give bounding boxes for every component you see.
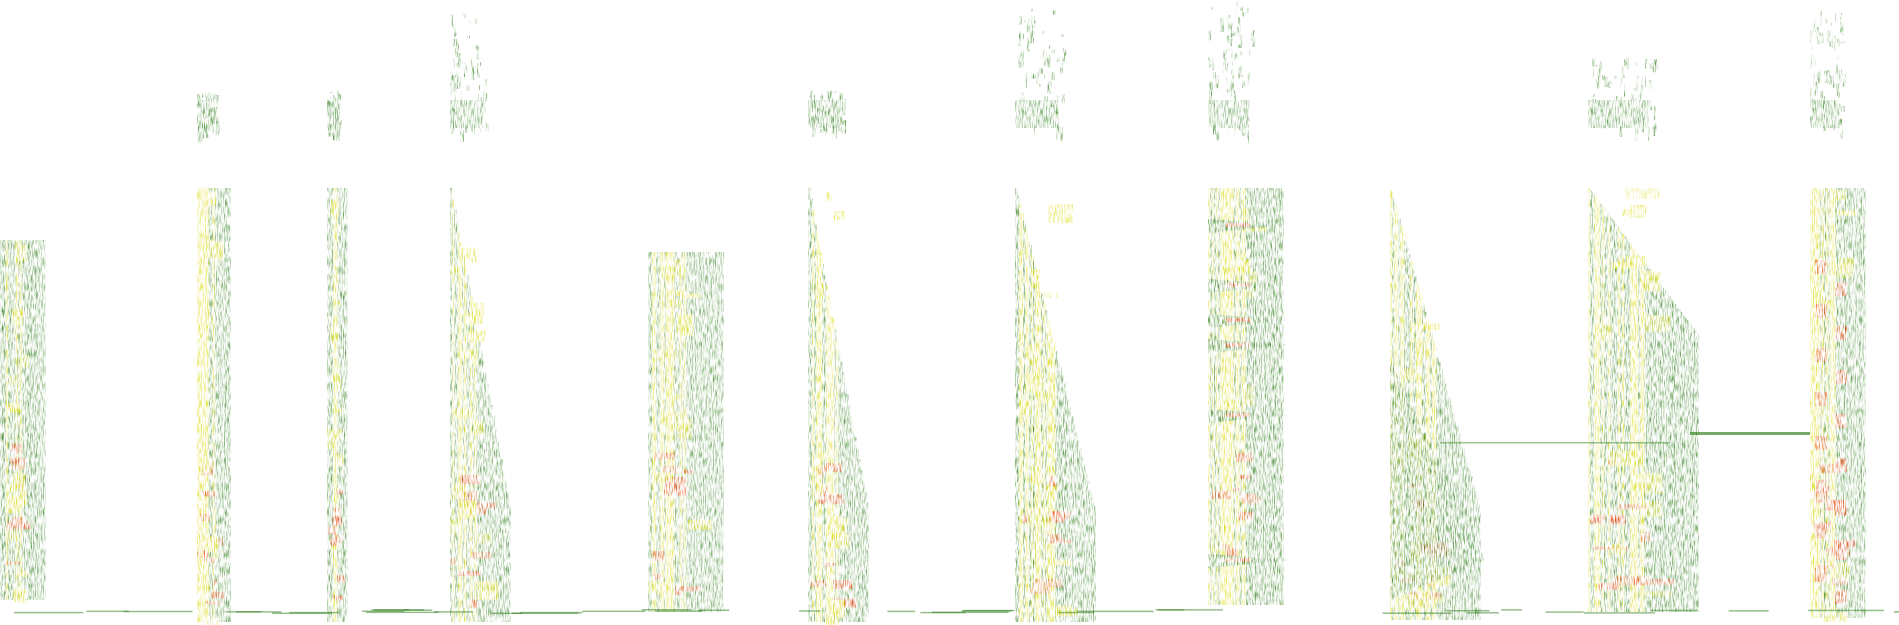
- segment-11: [1810, 10, 1866, 623]
- segment-5: [648, 252, 724, 612]
- segment-3: [327, 90, 348, 622]
- segment-9: [1390, 190, 1485, 621]
- baseline-layer: [13, 432, 1899, 615]
- segment-1: [0, 240, 46, 603]
- segment-7: [1015, 8, 1096, 623]
- segment-4: [450, 13, 511, 623]
- segment-8: [1208, 1, 1288, 605]
- segment-6: [808, 90, 869, 625]
- segment-2: [197, 92, 231, 625]
- segment-10: [1588, 57, 1699, 613]
